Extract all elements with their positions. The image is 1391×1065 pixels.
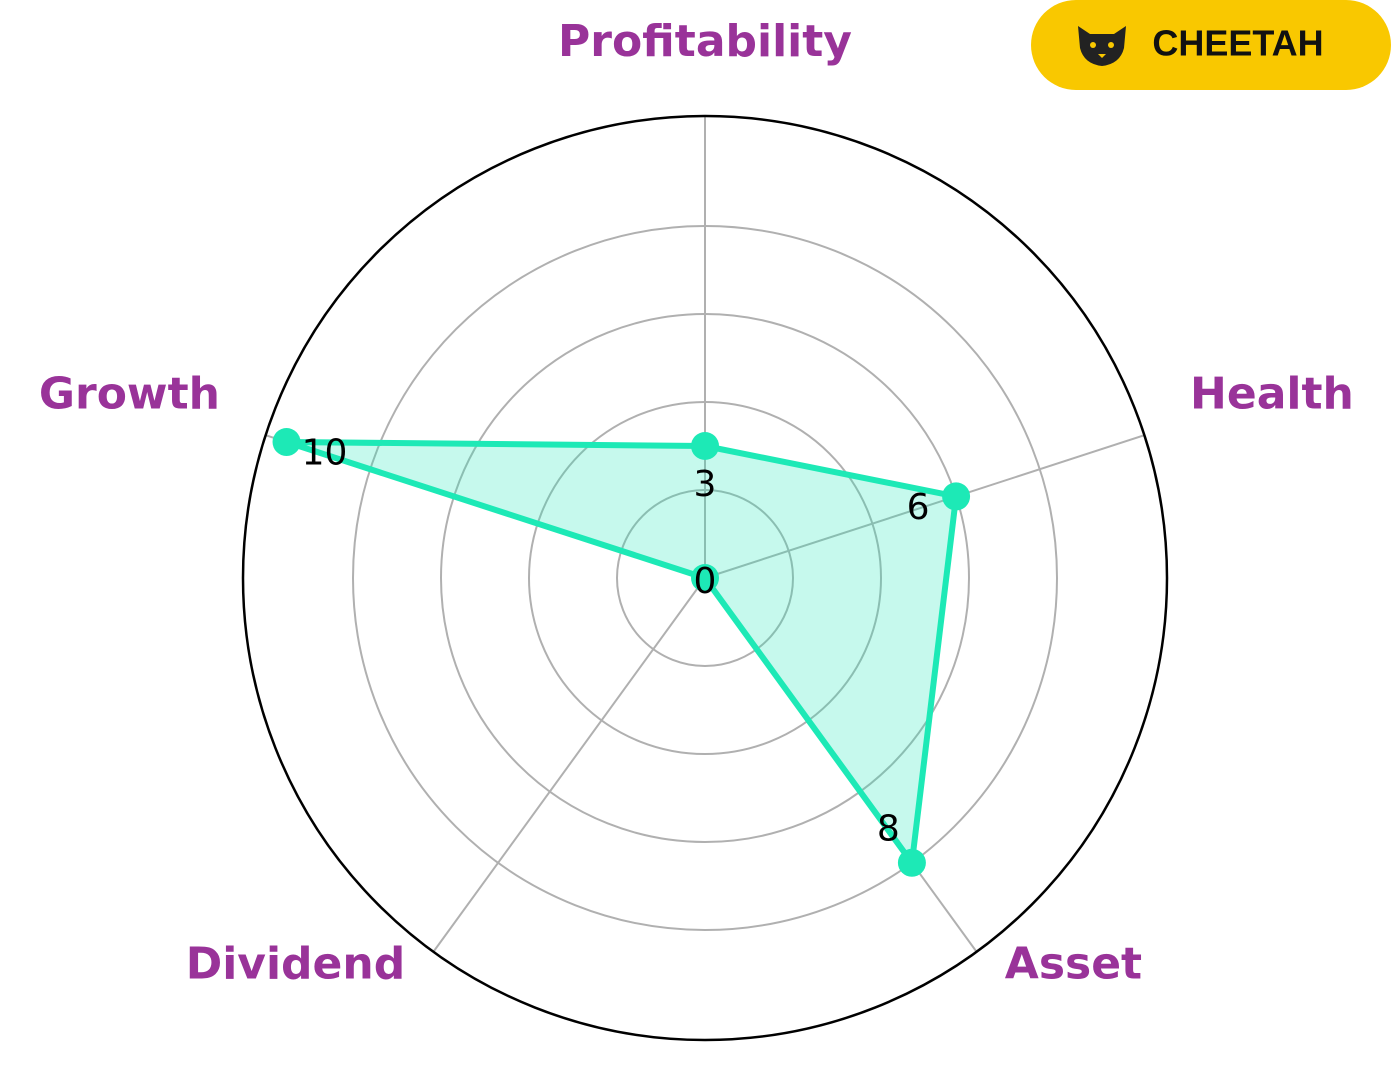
outer-frame: [241, 114, 1169, 1042]
radar-area: [283, 439, 960, 866]
axis-label: Health: [1190, 368, 1354, 419]
brand-name: CHEETAH: [1152, 23, 1323, 64]
badge-background: [1031, 0, 1391, 90]
axis-label: Profitability: [558, 16, 852, 67]
value-label: 8: [877, 808, 900, 849]
data-point: [691, 432, 719, 460]
value-label: 6: [907, 487, 930, 528]
axis-label: Asset: [1005, 939, 1142, 990]
axis-label: Dividend: [186, 939, 406, 990]
data-point: [897, 848, 926, 877]
axis-label: Growth: [39, 368, 220, 419]
value-label: 0: [694, 561, 717, 602]
cat-icon: [1078, 26, 1126, 66]
value-label: 3: [694, 464, 717, 505]
brand-badge: CHEETAH: [1031, 0, 1391, 90]
data-point: [942, 482, 971, 511]
spoke: [432, 577, 706, 953]
spoke: [704, 434, 1145, 579]
value-label: 10: [302, 432, 348, 473]
data-point: [272, 428, 301, 457]
data-point: [691, 564, 719, 592]
